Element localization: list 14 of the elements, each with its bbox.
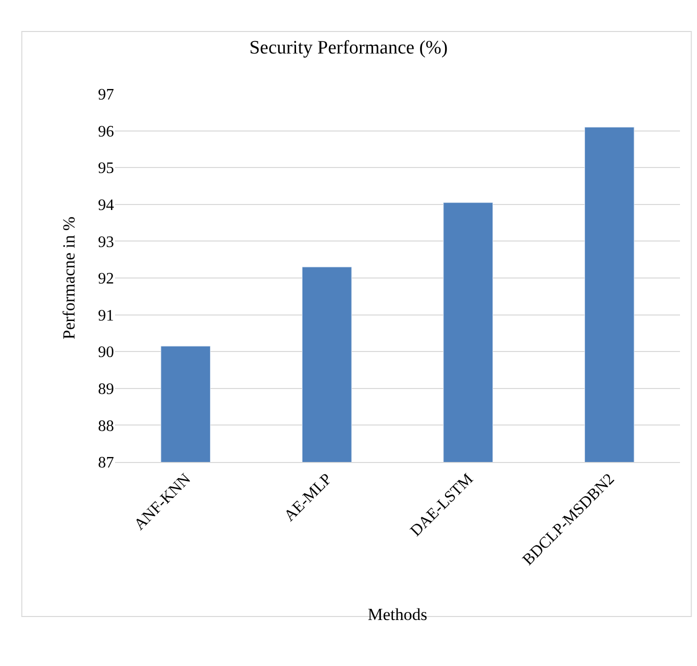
y-tick-label: 94 [98,197,114,214]
y-tick-label: 96 [98,123,114,140]
y-tick-label: 87 [98,454,114,472]
y-tick-label: 91 [98,307,114,324]
y-tick-label: 92 [98,270,114,288]
y-axis-title: Performacne in % [60,216,79,340]
y-tick-label: 95 [98,160,114,178]
x-axis-title: Methods [368,605,428,624]
y-tick-label: 90 [98,344,114,362]
chart-title: Security Performance (%) [249,38,448,59]
y-tick-label: 88 [98,418,114,435]
y-tick-label: 97 [98,86,114,104]
y-tick-label: 93 [98,234,114,251]
y-tick-label: 89 [98,381,114,398]
